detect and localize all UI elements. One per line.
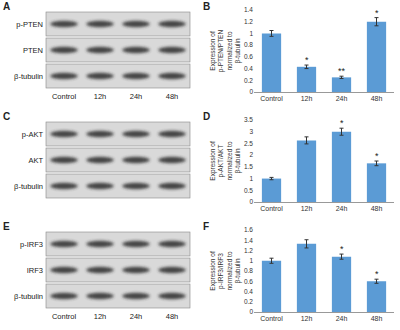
svg-text:48h: 48h: [371, 315, 383, 322]
svg-text:0.6: 0.6: [244, 53, 253, 60]
svg-text:24h: 24h: [130, 92, 143, 101]
svg-text:12h: 12h: [301, 205, 313, 212]
svg-text:12h: 12h: [94, 92, 107, 101]
svg-text:Expression ofp-IRF3/IRF3normal: Expression ofp-IRF3/IRF3normalized toβ-t…: [209, 251, 242, 291]
svg-text:*: *: [340, 244, 344, 254]
svg-text:48h: 48h: [166, 312, 179, 321]
svg-text:1.4: 1.4: [244, 6, 253, 13]
svg-text:Control: Control: [52, 92, 77, 101]
svg-text:p-IRF3: p-IRF3: [20, 240, 43, 249]
svg-text:*: *: [375, 8, 379, 18]
svg-text:48h: 48h: [371, 95, 383, 102]
svg-text:IRF3: IRF3: [27, 266, 43, 275]
svg-text:0: 0: [249, 88, 253, 95]
svg-text:0.4: 0.4: [244, 288, 253, 295]
svg-text:Expression ofp-PTEN/PTENnormal: Expression ofp-PTEN/PTENnormalized toβ-t…: [209, 30, 242, 73]
svg-text:β-tubulin: β-tubulin: [14, 292, 43, 301]
html-text:E: E: [3, 221, 10, 232]
svg-text:24h: 24h: [336, 95, 348, 102]
svg-text:Control: Control: [260, 205, 283, 212]
svg-text:3: 3: [249, 128, 253, 135]
svg-text:β-tubulin: β-tubulin: [14, 182, 43, 191]
svg-text:3.5: 3.5: [244, 116, 253, 123]
html-text:A: A: [3, 1, 11, 12]
svg-text:1: 1: [249, 30, 253, 37]
svg-text:*: *: [340, 118, 344, 128]
svg-text:*: *: [375, 151, 379, 161]
svg-text:*: *: [375, 269, 379, 279]
svg-text:0: 0: [249, 308, 253, 315]
svg-text:0.6: 0.6: [244, 278, 253, 285]
svg-text:Control: Control: [260, 315, 283, 322]
svg-text:0: 0: [249, 198, 253, 205]
svg-text:1.5: 1.5: [244, 163, 253, 170]
svg-text:1.4: 1.4: [244, 237, 253, 244]
svg-text:PTEN: PTEN: [23, 46, 43, 55]
svg-text:**: **: [338, 66, 346, 76]
svg-text:0.8: 0.8: [244, 267, 253, 274]
svg-text:p-PTEN: p-PTEN: [16, 20, 43, 29]
svg-text:β-tubulin: β-tubulin: [14, 72, 43, 81]
svg-text:24h: 24h: [130, 312, 143, 321]
svg-text:48h: 48h: [166, 92, 179, 101]
svg-text:24h: 24h: [336, 205, 348, 212]
html-text:B: B: [203, 1, 211, 12]
svg-text:AKT: AKT: [28, 156, 43, 165]
svg-text:1: 1: [249, 175, 253, 182]
svg-text:1.6: 1.6: [244, 226, 253, 233]
svg-text:0.4: 0.4: [244, 65, 253, 72]
svg-text:2: 2: [249, 151, 253, 158]
html-text:D: D: [203, 111, 211, 122]
svg-text:0.8: 0.8: [244, 41, 253, 48]
svg-text:p-AKT: p-AKT: [22, 130, 44, 139]
svg-text:Control: Control: [52, 312, 77, 321]
svg-text:Expression ofp-AKT/AKTnormaliz: Expression ofp-AKT/AKTnormalized toβ-tub…: [209, 141, 242, 181]
svg-text:2.5: 2.5: [244, 140, 253, 147]
svg-text:12h: 12h: [94, 312, 107, 321]
svg-text:1.2: 1.2: [244, 18, 253, 25]
svg-text:24h: 24h: [336, 315, 348, 322]
svg-text:*: *: [305, 55, 309, 65]
html-text:C: C: [3, 111, 11, 122]
svg-text:12h: 12h: [301, 315, 313, 322]
svg-text:Control: Control: [260, 95, 283, 102]
svg-text:0.5: 0.5: [244, 187, 253, 194]
html-text:F: F: [203, 221, 210, 232]
svg-text:48h: 48h: [371, 205, 383, 212]
svg-text:1.2: 1.2: [244, 247, 253, 254]
svg-text:1: 1: [249, 257, 253, 264]
svg-text:12h: 12h: [301, 95, 313, 102]
svg-text:0.2: 0.2: [244, 77, 253, 84]
svg-text:0.2: 0.2: [244, 298, 253, 305]
